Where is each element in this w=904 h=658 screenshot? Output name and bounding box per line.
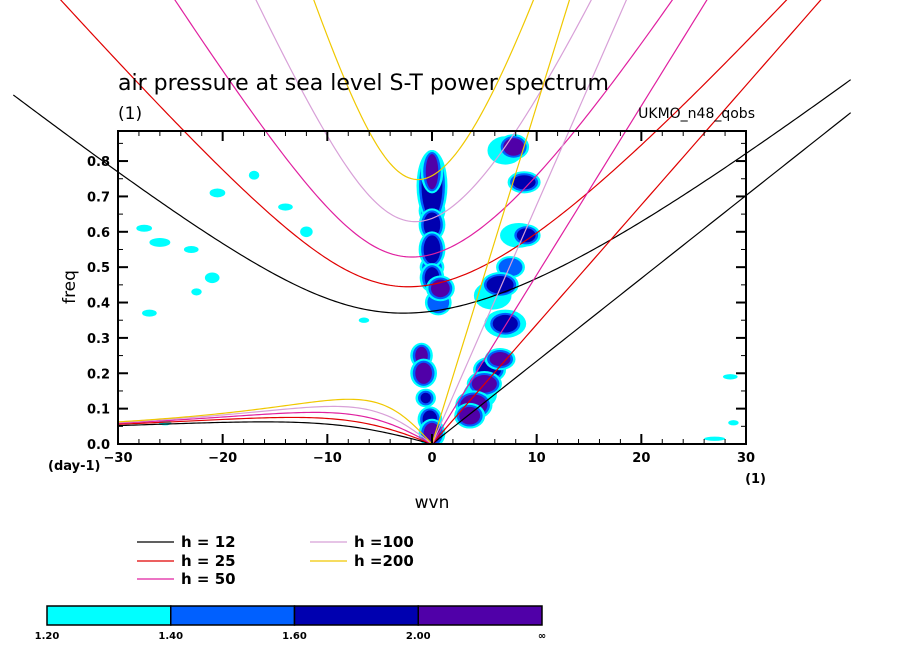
legend-label: h = 50: [181, 570, 236, 588]
colorbar-label: ∞: [538, 631, 546, 642]
x-axis-label: wvn: [415, 493, 450, 513]
rossby-curve-h25: [118, 416, 433, 444]
chart-subtitle-left: (1): [118, 104, 142, 124]
rossby-curve-h12: [118, 421, 433, 444]
contour-patch: [149, 237, 171, 247]
legend-label: h = 12: [181, 533, 236, 551]
contour-patch: [300, 226, 313, 238]
x-tick-label: −10: [313, 451, 342, 466]
ig-curve-h100: [255, 0, 592, 223]
contour-patch: [420, 392, 431, 404]
y-axis-label: freq: [60, 270, 80, 304]
contour-patch: [704, 436, 726, 441]
contour-patch: [142, 309, 157, 317]
contour-patch: [136, 224, 153, 232]
contour-patch: [278, 203, 293, 211]
contour-patch: [722, 374, 738, 380]
axis-ticks: [117, 131, 747, 445]
dispersion-curves-outside: [12, 0, 852, 445]
dispersion-curves-inside: [118, 398, 433, 444]
ig-curve-h200: [313, 0, 535, 181]
contour-patch: [191, 288, 202, 296]
y-tick-label: 0.6: [87, 226, 110, 241]
rossby-curve-h50: [118, 411, 433, 444]
y-tick-label: 0.3: [87, 332, 110, 347]
contour-patch: [425, 153, 439, 190]
colorbar-label: 2.00: [406, 631, 431, 642]
colorbar-label: 1.40: [158, 631, 183, 642]
contour-patch: [486, 276, 514, 294]
kelvin-curve-h25: [431, 0, 822, 445]
x-tick-label: 0: [427, 451, 436, 466]
legend-label: h =100: [354, 533, 414, 551]
x-tick-label: 10: [528, 451, 546, 466]
colorbar-swatch: [417, 605, 543, 626]
contour-patch: [183, 245, 199, 254]
colorbar-label: 1.60: [282, 631, 307, 642]
rossby-curve-h200: [118, 398, 433, 444]
contour-patch: [512, 175, 536, 190]
ig-curve-h12: [12, 79, 852, 314]
contour-patch: [728, 420, 739, 426]
chart-subtitle-right: UKMO_n48_qobs: [638, 106, 755, 122]
colorbar-swatch: [46, 605, 172, 626]
y-tick-label: 0.0: [87, 438, 110, 453]
x-tick-labels: −30 −20 −10 0 10 20 30: [104, 451, 756, 466]
contour-patch: [415, 362, 433, 384]
contour-patch: [489, 352, 511, 367]
kelvin-curve-h50: [431, 0, 708, 445]
colorbar-label: 1.20: [35, 631, 60, 642]
colorbar-swatch: [293, 605, 419, 626]
legend-label: h = 25: [181, 552, 236, 570]
y-tick-label: 0.4: [87, 297, 110, 312]
kelvin-curve-h100: [431, 0, 628, 445]
contour-patch: [423, 212, 441, 238]
contour-patch: [358, 317, 370, 323]
kelvin-curve-h12: [431, 112, 852, 445]
x-tick-label: 20: [632, 451, 650, 466]
contour-patch: [492, 314, 518, 333]
x-units-label: (1): [745, 472, 766, 487]
contour-patch: [459, 406, 481, 425]
contour-fill-layer: [136, 134, 739, 444]
colorbar: 1.20 1.40 1.60 2.00 ∞: [35, 605, 546, 642]
contour-patch: [204, 272, 220, 284]
y-units-label: (day-1): [48, 459, 100, 474]
contour-patch: [248, 170, 260, 180]
y-tick-label: 0.8: [87, 155, 110, 170]
contour-patch: [209, 188, 226, 198]
y-tick-label: 0.7: [87, 190, 110, 205]
contour-patch: [503, 138, 525, 156]
x-tick-label: 30: [737, 451, 755, 466]
ig-curve-h25: [59, 0, 788, 288]
y-tick-label: 0.1: [87, 403, 110, 418]
y-tick-label: 0.5: [87, 261, 110, 276]
y-tick-label: 0.2: [87, 367, 110, 382]
legend-label: h =200: [354, 552, 414, 570]
x-tick-label: −30: [104, 451, 133, 466]
rossby-curve-h100: [118, 405, 433, 444]
ig-curve-h50: [174, 0, 674, 258]
y-tick-labels: 0.0 0.1 0.2 0.3 0.4 0.5 0.6 0.7 0.8: [87, 155, 110, 453]
contour-patch: [423, 235, 441, 264]
x-tick-label: −20: [208, 451, 237, 466]
colorbar-swatch: [170, 605, 296, 626]
contour-patch: [501, 260, 520, 275]
chart-title: air pressure at sea level S-T power spec…: [118, 71, 609, 96]
kelvin-curve-h200: [431, 0, 571, 445]
